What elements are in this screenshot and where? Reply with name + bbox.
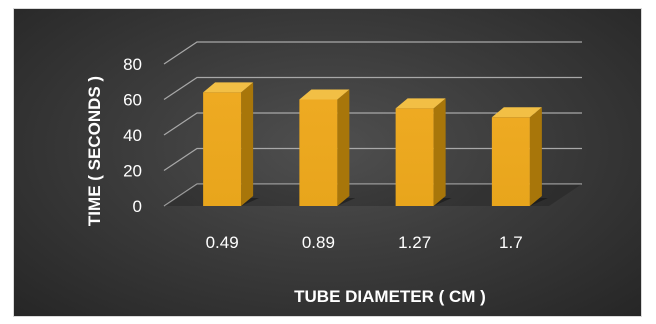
y-tick-label: 80: [123, 55, 142, 74]
bar: [203, 82, 260, 206]
floor-plane: [164, 184, 582, 206]
bar-side: [337, 89, 350, 206]
bar-front: [299, 99, 338, 206]
x-tick-labels: 0.49 0.89 1.27 1.7: [206, 233, 523, 252]
y-axis-title: TIME ( SECONDS ): [85, 76, 104, 226]
y-tick-label: 0: [133, 197, 142, 216]
bar: [299, 89, 356, 206]
chart-frame: 0 20 40 60 80 0.49 0.89 1.27 1.7 TUBE DIAMETER …: [13, 8, 642, 317]
bar-top: [299, 89, 350, 100]
x-axis-title: TUBE DIAMETER ( CM ): [294, 287, 486, 306]
bar: [491, 107, 548, 206]
x-tick-label: 0.89: [302, 233, 335, 252]
gridline: [163, 183, 582, 207]
y-tick-label: 40: [123, 126, 142, 145]
gridline: [163, 76, 582, 100]
bar-top: [491, 107, 542, 118]
bar-top: [395, 98, 446, 109]
y-tick-label: 60: [123, 91, 142, 110]
bar-side: [241, 82, 254, 206]
gridline: [163, 41, 582, 65]
gridline: [163, 112, 582, 136]
bar-front: [203, 92, 242, 206]
y-tick-labels: 0 20 40 60 80: [123, 55, 142, 216]
bar-side: [433, 98, 446, 206]
x-tick-label: 1.27: [398, 233, 431, 252]
x-tick-label: 0.49: [206, 233, 239, 252]
x-tick-label: 1.7: [499, 233, 523, 252]
bar-top: [203, 82, 254, 93]
bar-side: [529, 107, 542, 206]
gridline: [163, 147, 582, 171]
chart-floor: [164, 184, 582, 206]
bar: [395, 98, 452, 206]
gridlines: [163, 41, 582, 207]
bar-front: [395, 108, 434, 206]
y-tick-label: 20: [123, 162, 142, 181]
bar-front: [491, 117, 530, 206]
bar-chart: 0 20 40 60 80 0.49 0.89 1.27 1.7 TUBE DIAMETER …: [85, 41, 582, 306]
bars: [203, 82, 548, 206]
